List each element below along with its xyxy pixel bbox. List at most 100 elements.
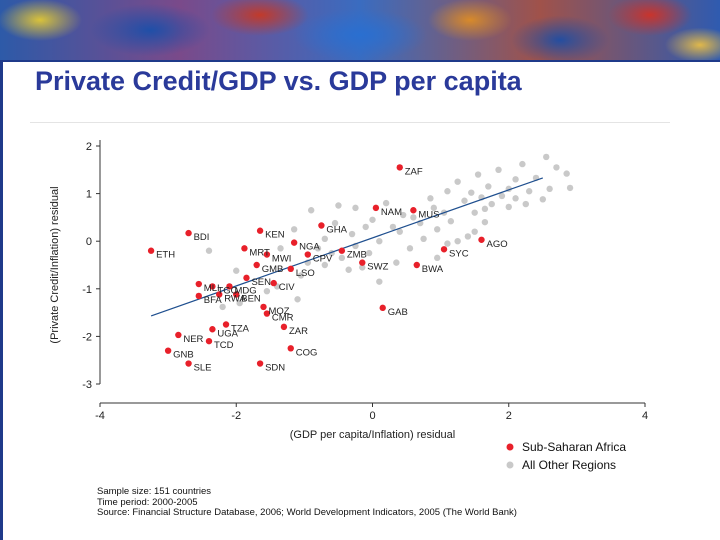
ssa-point (379, 304, 386, 312)
ssa-point (147, 247, 155, 254)
y-tick-label: -2 (82, 331, 92, 343)
ssa-point-label: GAB (388, 307, 408, 318)
x-tick-label: 2 (506, 410, 512, 422)
ssa-point-label: MLI (204, 283, 220, 294)
ssa-point (338, 247, 346, 254)
ssa-point (164, 347, 172, 354)
ssa-point (280, 323, 288, 331)
other-region-point (396, 228, 403, 235)
y-tick-label: 1 (86, 189, 92, 201)
ssa-point-label: GHA (326, 224, 347, 235)
legend-ssa-marker (506, 443, 514, 451)
other-region-point (519, 160, 526, 168)
ssa-point (175, 331, 182, 339)
ssa-point (263, 251, 271, 258)
other-region-point (399, 211, 407, 219)
other-region-point (498, 192, 506, 200)
ssa-point (287, 345, 294, 352)
other-region-point (359, 264, 366, 271)
other-region-point (512, 176, 519, 183)
ssa-point-label: LSO (296, 268, 315, 279)
other-region-point (543, 153, 550, 161)
other-region-point (406, 245, 414, 252)
other-region-point (393, 259, 400, 266)
other-region-point (297, 272, 305, 279)
other-region-point (447, 218, 455, 225)
divider (30, 122, 670, 123)
ssa-point (396, 164, 403, 171)
ssa-point-label: BEN (241, 294, 261, 305)
ssa-point (233, 291, 240, 298)
footnote-period: Time period: 2000-2005 (97, 496, 198, 508)
legend-other-label: All Other Regions (522, 458, 616, 472)
ssa-point-label: ZAF (405, 166, 423, 177)
ssa-point (263, 310, 271, 317)
other-region-point (410, 214, 417, 221)
ssa-point-label: TZA (231, 324, 250, 335)
ssa-point-label: NGA (299, 242, 320, 253)
other-region-point (335, 202, 342, 209)
ssa-point (241, 245, 248, 252)
scatter-chart: -3 -2 -1 0 1 2 -4 -2 0 2 4 ZAF NAM MUS GHA KEN BDI AGO NG… (49, 140, 648, 472)
other-region-point (362, 223, 369, 231)
x-tick-label: -4 (95, 410, 105, 422)
other-region-point (471, 209, 478, 216)
other-region-point (444, 188, 451, 195)
ssa-point (222, 321, 230, 328)
other-region-point (495, 166, 502, 173)
other-region-point (488, 200, 495, 208)
ssa-point-label: SLE (194, 363, 212, 374)
ssa-point-label: CIV (279, 282, 296, 293)
ssa-point (209, 283, 216, 290)
ssa-point (243, 274, 250, 282)
ssa-point (195, 292, 202, 300)
ssa-point-label: BWA (422, 264, 444, 275)
other-region-point (376, 278, 383, 285)
ssa-point-label: ETH (156, 250, 175, 261)
other-region-point (563, 170, 570, 177)
other-region-point (376, 238, 383, 245)
other-region-point (539, 196, 547, 203)
other-region-point (434, 226, 441, 233)
other-region-point (290, 226, 298, 233)
other-region-point (205, 247, 213, 254)
other-region-point (481, 205, 489, 213)
ssa-point (256, 227, 264, 234)
ssa-point (205, 337, 213, 345)
other-region-point (348, 230, 356, 238)
ssa-point (304, 251, 311, 258)
other-region-point (522, 200, 529, 208)
ssa-point-label: COG (296, 347, 318, 358)
ssa-point-label: KEN (265, 230, 285, 241)
other-region-point (512, 195, 519, 202)
other-region-point (294, 296, 301, 303)
other-region-point (219, 303, 226, 311)
fit-line (150, 177, 544, 317)
ssa-point-label: NER (183, 334, 203, 345)
other-region-point (474, 171, 482, 178)
ssa-point-label: RWA (224, 294, 246, 305)
ssa-point (318, 222, 325, 229)
other-region-point (553, 164, 560, 171)
ssa-point-label: TGO (217, 285, 238, 296)
ssa-point-label: NAM (381, 207, 402, 218)
other-region-point (314, 245, 322, 252)
y-tick-label: 0 (86, 236, 92, 248)
footnote: Sample size: 151 countries Time period: … (97, 486, 517, 519)
ssa-point-label: TCD (214, 340, 234, 351)
other-region-point (365, 249, 373, 257)
other-region-point (307, 207, 315, 214)
other-region-point (454, 238, 461, 245)
legend-other-marker (506, 461, 514, 469)
legend: Sub-Saharan Africa All Other Regions (506, 440, 626, 472)
other-region-point (444, 240, 451, 247)
other-region-point (464, 233, 472, 240)
other-region-point (454, 178, 461, 185)
ssa-point (185, 229, 192, 237)
y-tick-label: -1 (82, 284, 92, 296)
ssa-point-label: SWZ (367, 262, 388, 273)
point-labels: ZAF NAM MUS GHA KEN BDI AGO NGA MRT ZMB SYC ETH MWI C… (156, 166, 508, 373)
other-regions-points (205, 153, 574, 311)
footnote-source: Source: Financial Structure Database, 20… (97, 507, 517, 518)
legend-ssa-label: Sub-Saharan Africa (522, 440, 626, 454)
